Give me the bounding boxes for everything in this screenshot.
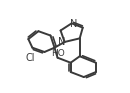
Text: N: N [70, 19, 78, 29]
Text: Cl: Cl [25, 53, 35, 63]
Text: HO: HO [51, 49, 65, 58]
Text: N: N [58, 37, 66, 47]
